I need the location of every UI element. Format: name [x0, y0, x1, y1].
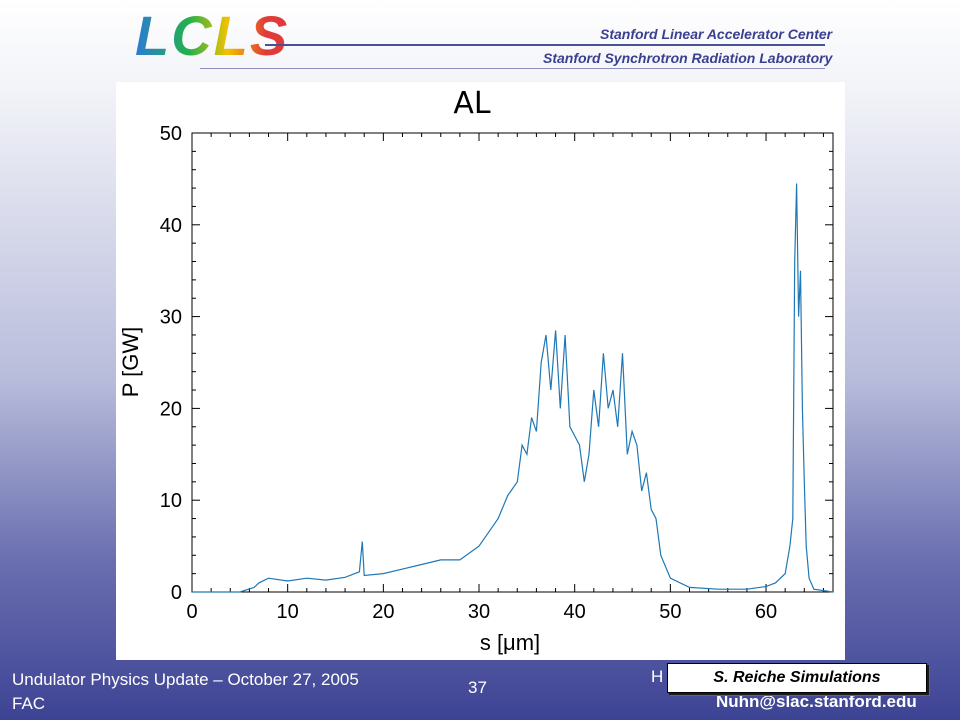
footer-author-fragment: H [651, 667, 664, 686]
footer-event-line1: Undulator Physics Update – October 27, 2… [12, 670, 359, 689]
x-axis-label: s [μm] [480, 630, 540, 655]
y-tick-label: 40 [160, 215, 182, 237]
y-tick-label: 10 [160, 490, 182, 512]
header-rule-bottom [200, 68, 825, 69]
header-slac-name: Stanford Linear Accelerator Center [600, 26, 833, 42]
y-tick-label: 50 [160, 123, 182, 145]
x-tick-label: 40 [564, 601, 586, 623]
x-tick-label: 10 [277, 601, 299, 623]
footer-event-line2: FAC [12, 694, 46, 713]
footer-email: Nuhn@slac.stanford.edu [716, 692, 917, 711]
x-tick-label: 60 [755, 601, 777, 623]
slide-number: 37 [468, 678, 487, 697]
plot-frame [191, 132, 834, 593]
chart-title: AL [453, 86, 491, 121]
x-tick-label: 30 [468, 601, 490, 623]
y-tick-label: 30 [160, 307, 182, 329]
y-axis: 0 10 20 30 40 50 [160, 123, 833, 604]
series-line-power [192, 183, 834, 593]
simulation-credit-box: S. Reiche Simulations [667, 663, 927, 693]
x-axis: 0 10 20 30 40 50 60 [186, 133, 824, 623]
y-tick-label: 0 [171, 582, 182, 604]
x-tick-label: 20 [372, 601, 394, 623]
footer-event: Undulator Physics Update – October 27, 2… [12, 668, 359, 716]
y-axis-label: P [GW] [118, 327, 143, 398]
chart-svg: AL 0 10 20 30 40 50 60 0 10 20 30 40 50 s [μm] P [G… [118, 86, 834, 655]
header-rule-top [265, 44, 825, 46]
x-tick-label: 0 [186, 601, 197, 623]
x-tick-label: 50 [659, 601, 681, 623]
y-tick-label: 20 [160, 398, 182, 420]
lcls-logo: LCLS [135, 4, 290, 67]
header-ssrl-name: Stanford Synchrotron Radiation Laborator… [543, 50, 833, 66]
chart-panel: AL 0 10 20 30 40 50 60 0 10 20 30 40 50 s [μm] P [G… [116, 82, 845, 660]
